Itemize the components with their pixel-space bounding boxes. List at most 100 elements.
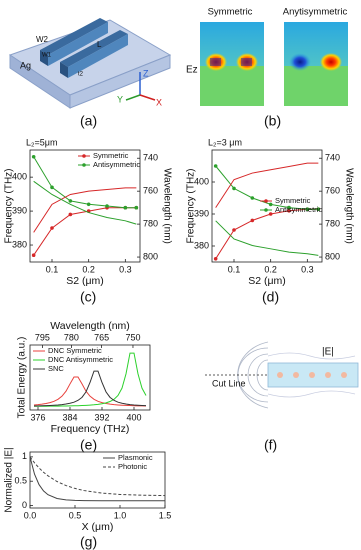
cut-line-label: Cut Line xyxy=(212,378,246,388)
legend-label: SNC xyxy=(48,364,64,373)
y2-axis-label: Wavelength (nm) xyxy=(343,168,354,244)
x-tick-label: 392 xyxy=(94,412,109,422)
data-point xyxy=(287,209,291,213)
dimension-label: W2 xyxy=(36,35,49,44)
data-point xyxy=(50,185,54,190)
panel-label: (b) xyxy=(264,113,281,129)
panel-label: (g) xyxy=(80,534,97,550)
y-axis-label: Frequency (THz) xyxy=(4,168,15,243)
data-point xyxy=(232,186,236,191)
data-point xyxy=(134,205,139,210)
data-point xyxy=(50,226,54,230)
x2-tick-label: 750 xyxy=(125,332,140,342)
plot-frame xyxy=(29,451,166,509)
panel-label: (d) xyxy=(262,289,279,305)
x-tick-label: 376 xyxy=(30,412,45,422)
plot-frame xyxy=(29,149,141,263)
y-axis-label: Total Energy (a.u.) xyxy=(17,337,28,419)
series-line xyxy=(33,370,147,407)
y-tick-label: 0 xyxy=(22,500,27,510)
series-line xyxy=(215,220,319,256)
plot-frame xyxy=(211,149,323,263)
data-point xyxy=(31,253,36,258)
structure-diagram: Ag Hybrid Perovskite W2 W1 L t2 Z Y X xyxy=(8,9,172,109)
y-tick-label: 400 xyxy=(194,176,209,186)
legend-marker xyxy=(264,208,268,212)
y2-tick-label: 780 xyxy=(143,218,158,228)
x-tick-label: 1.0 xyxy=(114,510,127,520)
y2-tick-label: 780 xyxy=(325,218,340,228)
x-tick-label: 0.0 xyxy=(24,510,37,520)
data-point xyxy=(86,202,91,207)
panel-label: (c) xyxy=(80,289,96,305)
data-point xyxy=(305,207,310,211)
y-tick-label: 390 xyxy=(194,208,209,218)
x2-tick-label: 795 xyxy=(35,332,50,342)
legend-label: Antisymmetric xyxy=(275,205,322,214)
series-line xyxy=(215,208,319,260)
data-point xyxy=(213,257,218,261)
data-point xyxy=(31,154,36,159)
legend-label: Antisymmetric xyxy=(93,160,140,169)
map-title: Symmetric xyxy=(208,7,253,18)
y2-tick-label: 760 xyxy=(143,186,158,196)
series-line xyxy=(215,162,319,208)
x-axis-label: Frequency (THz) xyxy=(51,423,130,435)
legend-marker xyxy=(82,154,86,158)
y-tick-label: 1 xyxy=(22,451,27,461)
legend-label: Symmetric xyxy=(275,196,311,205)
axis-label: Z xyxy=(143,68,149,78)
axis-label: Y xyxy=(117,94,123,104)
series-line xyxy=(33,207,137,256)
y-tick-label: 390 xyxy=(12,205,27,215)
legend-marker xyxy=(82,163,86,167)
data-point xyxy=(68,199,73,203)
field-label: |E| xyxy=(322,347,334,358)
y-tick-label: 380 xyxy=(194,240,209,250)
data-point xyxy=(250,196,255,200)
y2-tick-label: 760 xyxy=(325,186,340,196)
x-tick-label: 0.3 xyxy=(119,264,132,274)
chart-title: L₂=3 μm xyxy=(208,137,242,147)
x2-axis-label: Wavelength (nm) xyxy=(50,320,130,332)
field-profile-diagram xyxy=(205,341,359,409)
y2-tick-label: 800 xyxy=(325,251,340,261)
data-point xyxy=(105,204,109,208)
x-tick-label: 384 xyxy=(62,412,77,422)
series-line xyxy=(33,187,137,233)
panel-label: (f) xyxy=(264,437,277,453)
data-point xyxy=(316,207,321,211)
data-point xyxy=(213,164,218,168)
x-tick-label: 0.1 xyxy=(228,264,241,274)
x-tick-label: 0.3 xyxy=(301,264,314,274)
y-tick-label: 380 xyxy=(12,239,27,249)
chart-title: L₂=5μm xyxy=(26,137,57,147)
series-line xyxy=(29,456,166,497)
data-point xyxy=(250,218,255,223)
y-tick-label: 400 xyxy=(12,172,27,182)
data-point xyxy=(268,212,273,216)
y2-tick-label: 740 xyxy=(143,153,158,163)
legend-label: DNC Symmetric xyxy=(48,346,102,355)
dimension-label: t2 xyxy=(78,72,84,78)
y2-tick-label: 740 xyxy=(325,153,340,163)
x-axis-label: S2 (μm) xyxy=(66,275,104,287)
plot-frame xyxy=(29,344,151,411)
axis-label: X xyxy=(156,97,162,107)
legend-label: Symmetric xyxy=(93,151,129,160)
data-point xyxy=(232,228,236,232)
data-point xyxy=(68,212,73,217)
x-tick-label: 0.5 xyxy=(69,510,82,520)
y-axis-label: Normalized |E| xyxy=(4,447,15,512)
panel-label: (e) xyxy=(80,437,97,453)
legend-label: DNC Antisymmetric xyxy=(48,355,113,364)
dimension-label: L xyxy=(97,40,102,49)
panel-label: (a) xyxy=(80,113,97,129)
series-line xyxy=(33,376,147,407)
map-title: Anytisymmetric xyxy=(283,7,348,18)
x-tick-label: 400 xyxy=(126,412,141,422)
x-axis-label: X (μm) xyxy=(82,521,114,533)
x-tick-label: 0.2 xyxy=(82,264,95,274)
data-point xyxy=(268,202,273,207)
